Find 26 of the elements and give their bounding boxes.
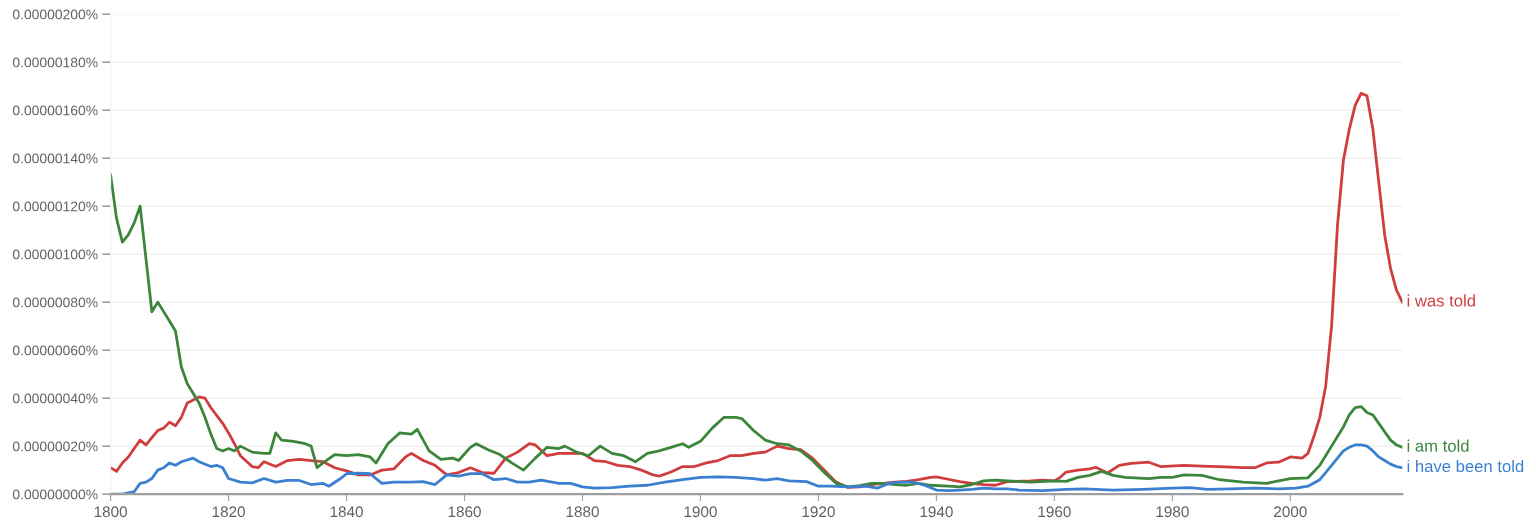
y-tick-label: 0.00000100%: [12, 249, 98, 260]
series-label: i have been told: [1407, 459, 1524, 473]
y-tick-label: 0.00000180%: [12, 57, 98, 68]
x-tick-label: 1980: [1156, 506, 1189, 518]
y-tick-label: 0.00000060%: [12, 345, 98, 356]
x-tick-label: 1880: [566, 506, 599, 518]
x-tick-label: 1920: [802, 506, 835, 518]
y-tick-label: 0.00000080%: [12, 297, 98, 308]
y-tick-label: 0.00000140%: [12, 153, 98, 164]
y-tick-label: 0.00000160%: [12, 105, 98, 116]
series-label: i am told: [1407, 439, 1469, 452]
y-tick-label: 0.00000040%: [12, 393, 98, 404]
x-tick-label: 1900: [684, 506, 717, 518]
x-tick-label: 1860: [448, 506, 481, 518]
line-series: [110, 173, 1403, 489]
y-tick-label: 0.00000120%: [12, 201, 98, 212]
x-tick-label: 1960: [1038, 506, 1071, 518]
y-tick-label: 0.00000000%: [12, 489, 98, 500]
series-label: i was told: [1407, 294, 1475, 307]
y-tick-label: 0.00000200%: [12, 9, 98, 20]
x-tick-label: 1800: [94, 506, 127, 518]
x-tick-label: 2000: [1274, 506, 1307, 518]
y-tick-label: 0.00000020%: [12, 441, 98, 452]
x-tick-label: 1820: [212, 506, 245, 518]
x-tick-label: 1840: [330, 506, 363, 518]
x-tick-label: 1940: [920, 506, 953, 518]
